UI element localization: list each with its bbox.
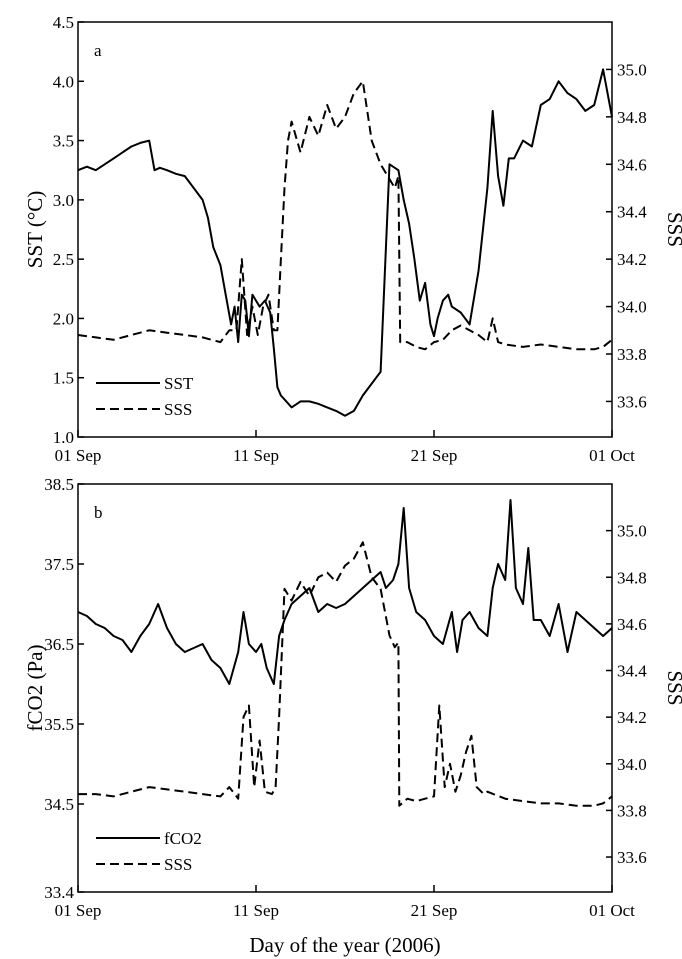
panel-a-y2-tick-label: 34.6 <box>617 155 647 174</box>
panel-b-y2-tick-label: 34.2 <box>617 708 647 727</box>
panel-b-y-tick-label: 37.5 <box>44 555 74 574</box>
panel-a-y2-tick-label: 34.2 <box>617 250 647 269</box>
panel-a-legend: SST SSS <box>96 374 194 419</box>
panel-b-y2-tick-label: 34.4 <box>617 662 647 681</box>
panel-a-y2-tick-label: 34.4 <box>617 203 647 222</box>
panel-b-y2-tick-label: 33.8 <box>617 801 647 820</box>
panel-b-left-axis-ticks: 33.4 34.5 35.5 36.5 37.5 38.5 <box>44 475 84 902</box>
panel-b-x-tick-label: 11 Sep <box>233 901 279 920</box>
panel-a-y-tick-label: 1.5 <box>53 369 74 388</box>
panel-b-y-tick-label: 33.4 <box>44 883 74 902</box>
panel-a-y2-tick-label: 34.8 <box>617 108 647 127</box>
panel-a: 1.0 1.5 2.0 2.5 3.0 3.5 4.0 4.5 33.6 33.8 34.0 34.… <box>23 13 682 465</box>
panel-b-legend-label-sss: SSS <box>164 855 192 874</box>
panel-a-y2-axis-label: SSS <box>663 212 682 247</box>
panel-a-series-sss-line <box>77 80 613 351</box>
panel-a-y2-tick-label: 34.0 <box>617 298 647 317</box>
panel-b-y-axis-label: fCO2 (Pa) <box>23 645 47 732</box>
panel-b-plot-frame <box>77 483 613 893</box>
panel-b-x-axis-ticks: 01 Sep 11 Sep 21 Sep 01 Oct <box>55 885 635 920</box>
panel-a-x-tick-label: 01 Sep <box>55 446 102 465</box>
panel-a-y2-tick-label: 35.0 <box>617 60 647 79</box>
panel-a-left-axis-ticks: 1.0 1.5 2.0 2.5 3.0 3.5 4.0 4.5 <box>53 13 84 447</box>
panel-b-y2-tick-label: 35.0 <box>617 522 647 541</box>
panel-a-x-tick-label: 11 Sep <box>233 446 279 465</box>
panel-b-y-tick-label: 36.5 <box>44 635 74 654</box>
panel-a-x-tick-label: 21 Sep <box>411 446 458 465</box>
panel-b-x-axis-label: Day of the year (2006) <box>249 933 440 957</box>
panel-b-y-tick-label: 38.5 <box>44 475 74 494</box>
panel-a-plot-frame <box>77 21 613 438</box>
panel-a-legend-label-sst: SST <box>164 374 194 393</box>
panel-a-y-tick-label: 3.5 <box>53 132 74 151</box>
panel-a-y-tick-label: 4.0 <box>53 72 74 91</box>
panel-a-y-tick-label: 2.5 <box>53 250 74 269</box>
panel-b-series-fco2-line <box>77 499 613 685</box>
panel-b-legend: fCO2 SSS <box>96 829 202 874</box>
panel-b-y-tick-label: 34.5 <box>44 795 74 814</box>
panel-a-y-tick-label: 1.0 <box>53 428 74 447</box>
panel-a-y2-tick-label: 33.6 <box>617 392 647 411</box>
panel-b-y-tick-label: 35.5 <box>44 715 74 734</box>
panel-b-y2-axis-label: SSS <box>663 670 682 705</box>
panel-a-y-tick-label: 2.0 <box>53 309 74 328</box>
panel-b-series-sss-line <box>78 541 613 807</box>
panel-a-legend-label-sss: SSS <box>164 400 192 419</box>
panel-b-y2-tick-label: 34.6 <box>617 615 647 634</box>
panel-a-y-tick-label: 4.5 <box>53 13 74 32</box>
panel-b-y2-tick-label: 33.6 <box>617 848 647 867</box>
panel-a-y-tick-label: 3.0 <box>53 191 74 210</box>
panel-b-right-axis-ticks: 33.6 33.8 34.0 34.2 34.4 34.6 34.8 35.0 <box>606 522 647 867</box>
panel-b-y2-tick-label: 34.0 <box>617 755 647 774</box>
panel-b-label: b <box>94 503 103 522</box>
panel-b-x-tick-label: 01 Sep <box>55 901 102 920</box>
panel-a-series-sst-line <box>77 68 613 417</box>
panel-b-x-tick-label: 21 Sep <box>411 901 458 920</box>
panel-a-series-layer <box>77 68 613 417</box>
panel-b-x-tick-label: 01 Oct <box>589 901 635 920</box>
panel-b-legend-label-fco2: fCO2 <box>164 829 202 848</box>
panel-a-y-axis-label: SST (°C) <box>23 191 47 268</box>
panel-b-series-layer <box>77 499 613 807</box>
panel-a-y2-tick-label: 33.8 <box>617 345 647 364</box>
panel-a-right-axis-ticks: 33.6 33.8 34.0 34.2 34.4 34.6 34.8 35.0 <box>606 60 647 411</box>
panel-a-x-tick-label: 01 Oct <box>589 446 635 465</box>
panel-b-y2-tick-label: 34.8 <box>617 568 647 587</box>
panel-b: 33.4 34.5 35.5 36.5 37.5 38.5 33.6 33.8 34.0 34.… <box>23 475 682 957</box>
panel-a-label: a <box>94 41 102 60</box>
panel-a-x-axis-ticks: 01 Sep 11 Sep 21 Sep 01 Oct <box>55 430 635 465</box>
